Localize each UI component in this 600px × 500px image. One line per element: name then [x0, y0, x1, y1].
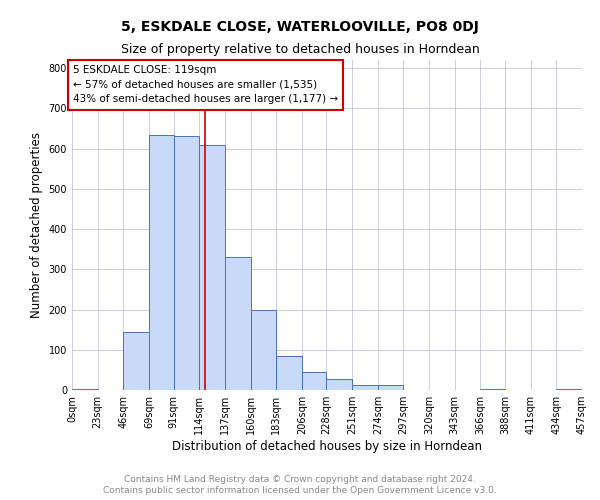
Bar	[326, 379, 352, 390]
Bar	[302, 372, 326, 390]
Text: Contains public sector information licensed under the Open Government Licence v3: Contains public sector information licen…	[103, 486, 497, 495]
Bar	[251, 310, 276, 390]
Bar	[276, 356, 302, 390]
Text: Contains HM Land Registry data © Crown copyright and database right 2024.: Contains HM Land Registry data © Crown c…	[124, 475, 476, 484]
Y-axis label: Number of detached properties: Number of detached properties	[30, 132, 43, 318]
X-axis label: Distribution of detached houses by size in Horndean: Distribution of detached houses by size …	[172, 440, 482, 453]
Bar	[352, 385, 378, 390]
Text: Size of property relative to detached houses in Horndean: Size of property relative to detached ho…	[121, 42, 479, 56]
Bar	[149, 135, 173, 390]
Bar	[173, 136, 199, 390]
Text: 5 ESKDALE CLOSE: 119sqm
← 57% of detached houses are smaller (1,535)
43% of semi: 5 ESKDALE CLOSE: 119sqm ← 57% of detache…	[73, 65, 338, 104]
Text: 5, ESKDALE CLOSE, WATERLOOVILLE, PO8 0DJ: 5, ESKDALE CLOSE, WATERLOOVILLE, PO8 0DJ	[121, 20, 479, 34]
Bar	[556, 389, 582, 390]
Bar	[481, 389, 505, 390]
Bar	[378, 385, 403, 390]
Bar	[225, 257, 251, 390]
Bar	[124, 332, 149, 390]
Bar	[72, 389, 98, 390]
Bar	[199, 145, 225, 390]
